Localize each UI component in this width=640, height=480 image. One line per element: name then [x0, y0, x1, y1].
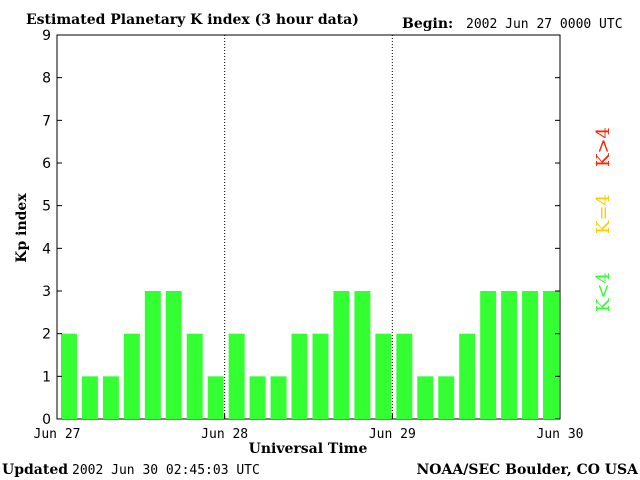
y-tick-label: 7	[42, 113, 51, 129]
y-tick-label: 5	[42, 199, 51, 215]
kp-bar	[396, 333, 413, 419]
plot-frame	[56, 34, 561, 420]
kp-bar	[543, 291, 559, 419]
y-tick-label: 4	[42, 241, 51, 257]
y-tick-label: 3	[42, 284, 51, 300]
y-tick-label: 9	[42, 28, 51, 44]
begin-label: Begin:	[402, 16, 453, 32]
kp-bar	[501, 291, 518, 419]
kp-bar	[312, 333, 329, 419]
legend-item: K=4	[593, 194, 614, 234]
y-tick-label: 8	[42, 71, 51, 87]
kp-bar	[249, 376, 266, 419]
kp-bar	[522, 291, 539, 419]
chart-title: Estimated Planetary K index (3 hour data…	[26, 12, 359, 28]
updated-value: 2002 Jun 30 02:45:03 UTC	[72, 463, 260, 478]
kp-bar	[102, 376, 119, 419]
kp-bar	[81, 376, 98, 419]
kp-bar	[417, 376, 434, 419]
y-tick-label: 1	[42, 369, 51, 385]
kp-bar	[354, 291, 371, 419]
kp-bar	[165, 291, 182, 419]
kp-bar	[480, 291, 497, 419]
kp-bar	[438, 376, 455, 419]
kp-bar	[61, 333, 77, 419]
kp-bar	[375, 333, 392, 419]
x-axis-label: Universal Time	[249, 441, 368, 457]
y-axis-label: Kp index	[14, 193, 30, 263]
updated-label: Updated	[2, 462, 68, 478]
x-tick-label: Jun 27	[34, 427, 81, 442]
x-tick-label: Jun 29	[369, 427, 416, 442]
legend: K<4 K=4 K>4	[593, 127, 614, 312]
kp-bar	[186, 333, 203, 419]
y-tick-label: 2	[42, 327, 51, 343]
y-tick-label: 0	[42, 412, 51, 428]
x-tick-label: Jun 28	[201, 427, 248, 442]
kp-bar	[207, 376, 224, 419]
kp-bar	[291, 333, 308, 419]
y-tick-label: 6	[42, 156, 51, 172]
kp-bar	[459, 333, 476, 419]
kp-bar	[333, 291, 350, 419]
plot-area: 0 1 2 3 4 5 6 7 8 9 Jun 27 Jun 28 Jun 29 Jun 30	[34, 28, 584, 442]
kp-bar	[270, 376, 287, 419]
kp-bar	[123, 333, 140, 419]
legend-item: K>4	[593, 127, 614, 167]
source-credit: NOAA/SEC Boulder, CO USA	[417, 462, 640, 478]
x-tick-label: Jun 30	[537, 427, 584, 442]
kp-bar	[144, 291, 161, 419]
begin-value: 2002 Jun 27 0000 UTC	[466, 17, 623, 32]
legend-item: K<4	[593, 272, 614, 312]
kp-bar	[228, 333, 245, 419]
